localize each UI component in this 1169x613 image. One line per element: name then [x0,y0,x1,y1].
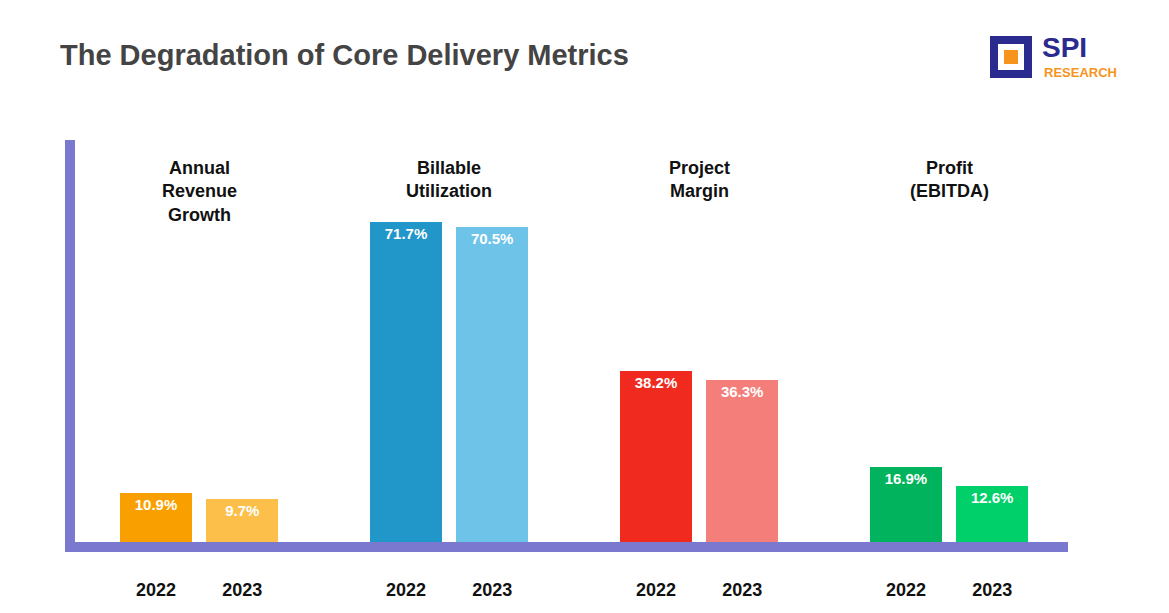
svg-text:12.6%: 12.6% [971,489,1014,506]
svg-text:SPI: SPI [1042,32,1087,63]
svg-text:2023: 2023 [472,580,512,600]
svg-text:ProjectMargin: ProjectMargin [669,158,730,201]
svg-text:71.7%: 71.7% [385,225,428,242]
svg-text:RESEARCH: RESEARCH [1044,65,1117,80]
svg-text:9.7%: 9.7% [225,502,259,519]
svg-text:2023: 2023 [972,580,1012,600]
svg-text:The Degradation of Core Delive: The Degradation of Core Delivery Metrics [60,39,629,71]
svg-text:BillableUtilization: BillableUtilization [406,158,492,201]
svg-text:AnnualRevenueGrowth: AnnualRevenueGrowth [162,158,237,225]
svg-text:36.3%: 36.3% [721,383,764,400]
svg-text:2023: 2023 [222,580,262,600]
svg-text:2022: 2022 [136,580,176,600]
svg-text:Profit(EBITDA): Profit(EBITDA) [910,158,989,201]
svg-text:2023: 2023 [722,580,762,600]
svg-text:38.2%: 38.2% [635,374,678,391]
svg-text:2022: 2022 [886,580,926,600]
svg-text:10.9%: 10.9% [135,496,178,513]
svg-text:2022: 2022 [386,580,426,600]
svg-text:2022: 2022 [636,580,676,600]
svg-text:70.5%: 70.5% [471,230,514,247]
svg-text:16.9%: 16.9% [885,470,928,487]
